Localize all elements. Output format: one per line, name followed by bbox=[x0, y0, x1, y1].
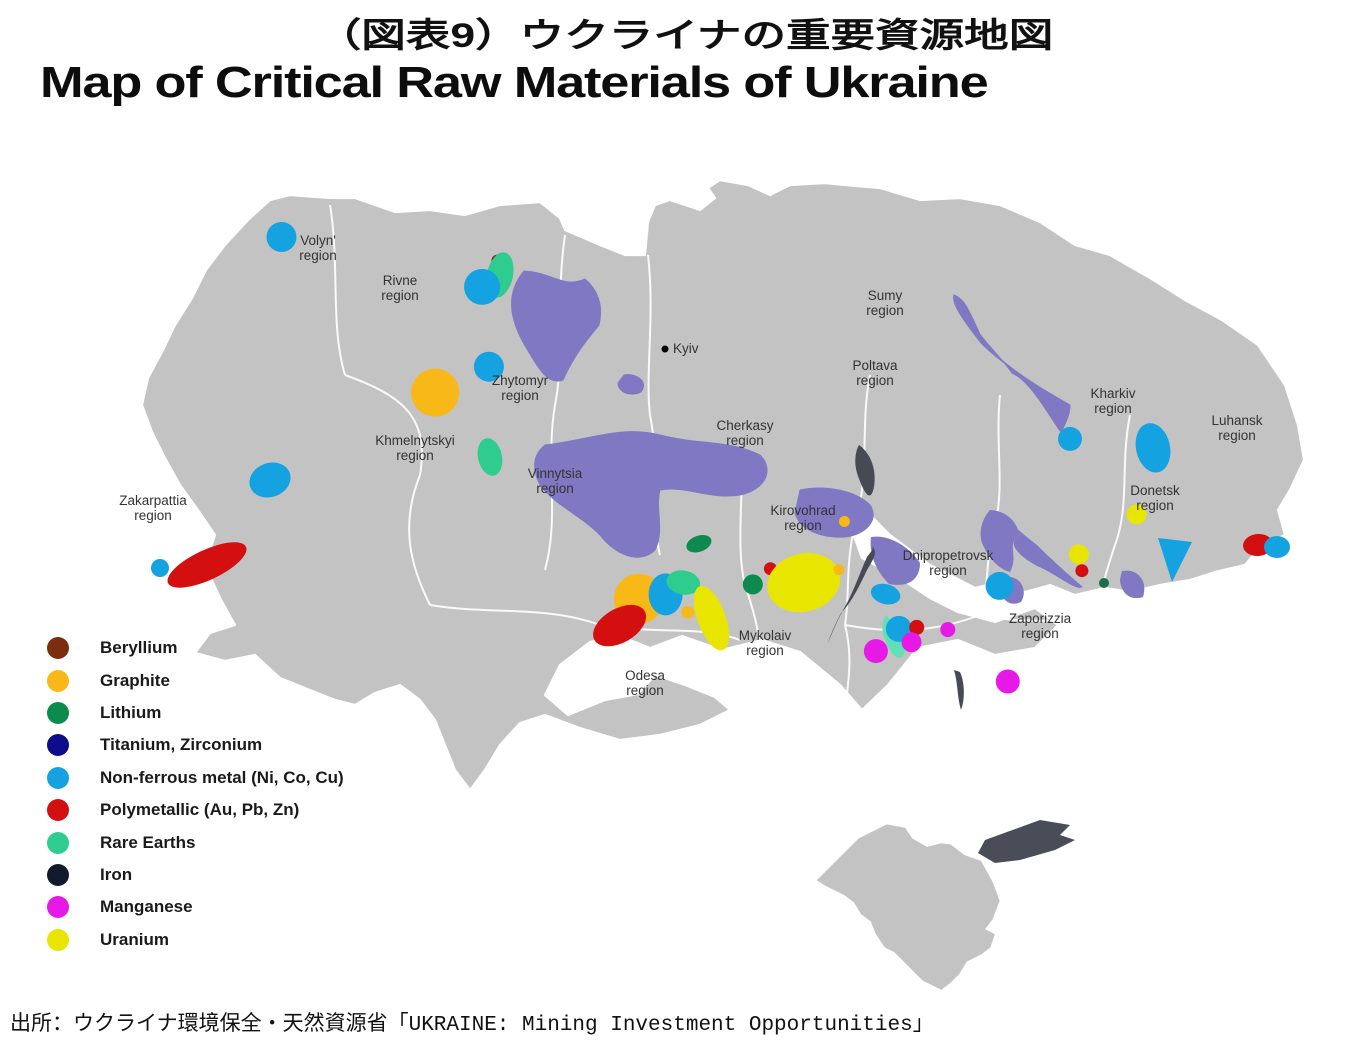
svg-text:Mykolaiv: Mykolaiv bbox=[739, 628, 792, 643]
svg-text:Rivne: Rivne bbox=[383, 273, 418, 288]
svg-text:Khmelnytskyi: Khmelnytskyi bbox=[375, 433, 455, 448]
svg-text:Dnipropetrovsk: Dnipropetrovsk bbox=[903, 548, 994, 563]
svg-text:Kharkiv: Kharkiv bbox=[1090, 386, 1135, 401]
svg-text:region: region bbox=[929, 563, 967, 578]
svg-text:region: region bbox=[626, 683, 664, 698]
svg-text:Zaporizzia: Zaporizzia bbox=[1009, 611, 1072, 626]
svg-text:region: region bbox=[726, 433, 764, 448]
svg-text:region: region bbox=[501, 388, 539, 403]
svg-text:Donetsk: Donetsk bbox=[1130, 483, 1180, 498]
svg-text:Zhytomyr: Zhytomyr bbox=[492, 373, 549, 388]
svg-text:region: region bbox=[746, 643, 784, 658]
svg-text:region: region bbox=[396, 448, 434, 463]
svg-text:region: region bbox=[1218, 428, 1256, 443]
svg-text:region: region bbox=[856, 373, 894, 388]
svg-text:region: region bbox=[866, 303, 904, 318]
svg-text:region: region bbox=[134, 508, 172, 523]
svg-text:region: region bbox=[536, 481, 574, 496]
svg-text:Volyn': Volyn' bbox=[300, 233, 336, 248]
svg-text:Poltava: Poltava bbox=[852, 358, 898, 373]
svg-text:Sumy: Sumy bbox=[868, 288, 903, 303]
svg-text:region: region bbox=[784, 518, 822, 533]
svg-text:Zakarpattia: Zakarpattia bbox=[119, 493, 187, 508]
svg-text:Vinnytsia: Vinnytsia bbox=[528, 466, 583, 481]
svg-text:region: region bbox=[1021, 626, 1059, 641]
svg-text:Kyiv: Kyiv bbox=[673, 341, 699, 356]
svg-text:Odesa: Odesa bbox=[625, 668, 665, 683]
svg-text:region: region bbox=[1136, 498, 1174, 513]
svg-text:Kirovohrad: Kirovohrad bbox=[770, 503, 835, 518]
svg-text:region: region bbox=[1094, 401, 1132, 416]
svg-text:region: region bbox=[381, 288, 419, 303]
svg-text:Cherkasy: Cherkasy bbox=[716, 418, 773, 433]
svg-text:region: region bbox=[299, 248, 337, 263]
svg-text:Luhansk: Luhansk bbox=[1211, 413, 1262, 428]
